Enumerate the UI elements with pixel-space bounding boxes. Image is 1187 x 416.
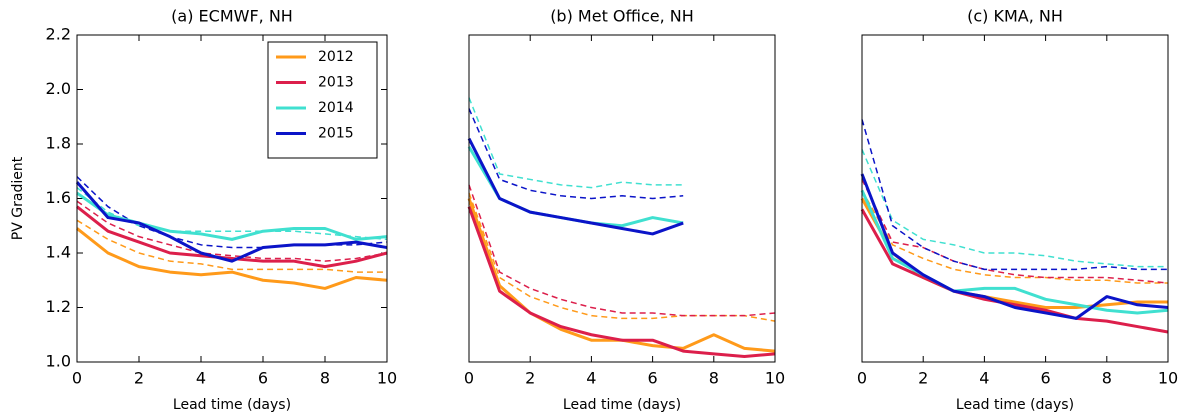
dashed-line	[861, 149, 1168, 268]
x-tick-label: 10	[377, 369, 397, 388]
x-axis-label: Lead time (days)	[956, 397, 1074, 413]
line	[76, 205, 388, 269]
y-tick-label: 1.0	[46, 352, 71, 371]
chart-title: (a) ECMWF, NH	[171, 7, 293, 26]
x-tick-label: 8	[320, 369, 330, 388]
y-tick-label: 1.2	[46, 297, 71, 316]
dashed-line	[861, 189, 1168, 284]
y-tick-label: 2.2	[46, 25, 71, 44]
line	[860, 189, 1169, 315]
plot-frame	[76, 34, 388, 363]
dashed-line	[76, 187, 388, 241]
y-tick-label: 1.6	[46, 188, 71, 207]
x-tick-label: 4	[586, 369, 596, 388]
line	[75, 181, 388, 263]
dashed-line	[468, 108, 684, 200]
x-tick-label: 2	[525, 369, 535, 388]
x-tick-label: 6	[648, 369, 658, 388]
chart-title: (c) KMA, NH	[967, 7, 1063, 26]
legend-label: 2013	[318, 75, 354, 91]
x-tick-label: 0	[72, 369, 82, 388]
x-tick-label: 2	[134, 369, 144, 388]
dashed-line	[861, 119, 1168, 271]
line	[467, 145, 684, 228]
legend-label: 2014	[318, 100, 354, 116]
x-tick-label: 8	[1102, 369, 1112, 388]
x-tick-label: 4	[979, 369, 989, 388]
legend-label: 2015	[318, 126, 354, 142]
x-tick-label: 10	[1158, 369, 1178, 388]
x-tick-label: 0	[464, 369, 474, 388]
legend-box	[267, 41, 378, 159]
y-tick-label: 2.0	[46, 79, 71, 98]
x-tick-label: 8	[709, 369, 719, 388]
dashed-line	[861, 179, 1169, 284]
y-tick-label: 1.8	[46, 134, 71, 153]
x-axis-label: Lead time (days)	[563, 397, 681, 413]
x-tick-label: 4	[196, 369, 206, 388]
x-axis-label: Lead time (days)	[173, 397, 291, 413]
x-tick-label: 2	[918, 369, 928, 388]
line	[76, 227, 388, 290]
dashed-line	[468, 97, 684, 189]
dashed-line	[76, 200, 388, 262]
plot-frame	[468, 34, 776, 363]
line	[467, 198, 776, 353]
line	[860, 197, 1168, 309]
line	[467, 206, 776, 359]
dashed-line	[76, 219, 387, 273]
dashed-line	[76, 176, 388, 249]
x-tick-label: 10	[765, 369, 785, 388]
line	[467, 137, 684, 236]
x-tick-label: 6	[258, 369, 268, 388]
plot-frame	[861, 34, 1169, 363]
y-tick-label: 1.4	[46, 243, 71, 262]
chart-title: (b) Met Office, NH	[550, 7, 694, 26]
y-axis-label: PV Gradient	[10, 156, 26, 240]
line	[860, 173, 1169, 320]
legend-label: 2012	[318, 49, 354, 65]
x-tick-label: 0	[857, 369, 867, 388]
line	[860, 208, 1169, 334]
x-tick-label: 6	[1041, 369, 1051, 388]
dashed-line	[468, 184, 776, 317]
